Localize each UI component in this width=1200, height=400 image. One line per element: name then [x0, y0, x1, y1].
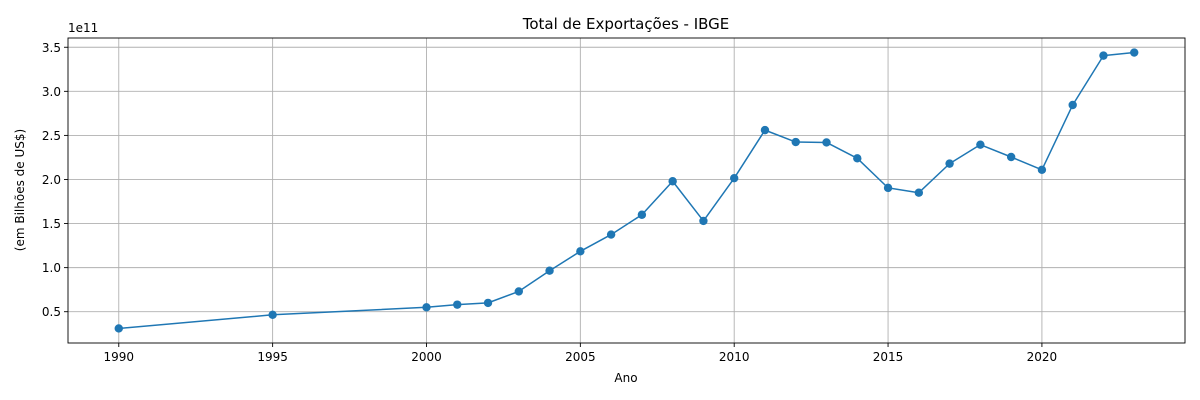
x-axis-label: Ano: [614, 371, 637, 385]
x-tick-label: 2020: [1027, 350, 1058, 364]
data-point: [1037, 165, 1047, 174]
data-point: [453, 300, 462, 309]
x-tick-label: 2015: [873, 350, 904, 364]
data-point: [976, 140, 985, 149]
data-point: [268, 310, 277, 319]
data-point: [791, 137, 800, 147]
x-tick-label: 1990: [103, 350, 134, 364]
grid-layer: [68, 38, 1185, 343]
data-point: [914, 188, 924, 197]
tick-layer: 1990 1995 2000 2005 2010 2015 2020 0.5 1.0 1.5 2.0…: [42, 41, 1057, 364]
data-point: [699, 216, 708, 226]
x-tick-label: 2000: [411, 350, 442, 364]
data-point: [422, 303, 431, 312]
y-tick-label: 2.5: [42, 129, 61, 143]
x-tick-label: 1995: [257, 350, 288, 364]
data-point: [729, 173, 739, 183]
series-line: [118, 51, 1135, 330]
data-point: [606, 230, 616, 239]
data-point: [1099, 51, 1108, 60]
chart-title: Total de Exportações - IBGE: [522, 15, 730, 33]
y-tick-label: 2.0: [42, 173, 61, 187]
series-layer: [114, 48, 1139, 333]
y-tick-label: 1.0: [42, 261, 61, 275]
data-point: [1130, 48, 1139, 57]
y-offset-text: 1e11: [68, 21, 98, 35]
y-axis-label: (em Bilhões de US$): [13, 129, 27, 251]
data-point: [576, 247, 585, 256]
y-tick-label: 1.5: [42, 217, 61, 231]
data-point: [883, 183, 893, 193]
x-tick-label: 2010: [719, 350, 750, 364]
data-point: [853, 154, 862, 163]
data-point: [822, 138, 831, 147]
y-tick-label: 3.0: [42, 85, 61, 99]
y-tick-label: 3.5: [42, 41, 61, 55]
data-point: [760, 125, 770, 135]
data-point: [668, 177, 677, 186]
data-point: [1006, 152, 1016, 162]
data-point: [514, 287, 524, 296]
data-point: [637, 210, 647, 219]
data-point: [545, 266, 554, 275]
data-point: [945, 159, 954, 168]
data-point: [483, 298, 493, 308]
data-point: [1068, 100, 1077, 110]
y-tick-label: 0.5: [42, 305, 61, 319]
plot-area-frame: [67, 37, 1186, 344]
data-point: [114, 324, 123, 333]
x-tick-label: 2005: [565, 350, 596, 364]
